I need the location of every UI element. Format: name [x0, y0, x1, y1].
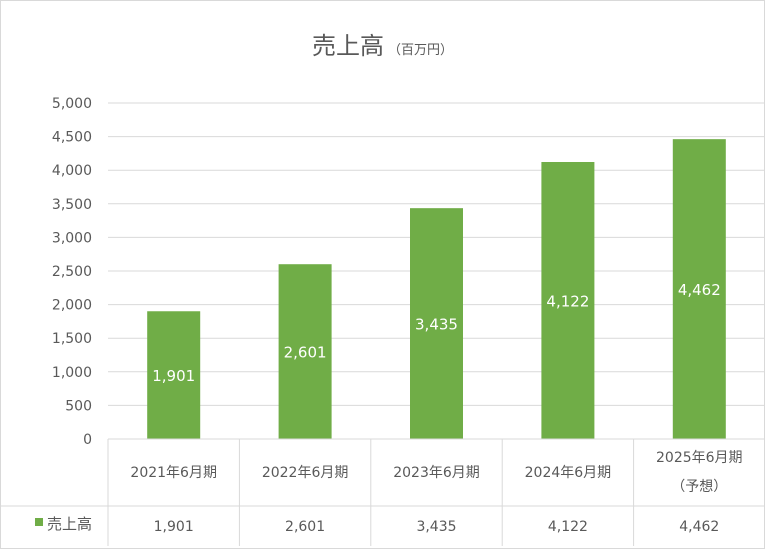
table-value: 3,435	[416, 519, 456, 535]
y-axis: 0 500 1,000 1,500 2,000 2,500 3,000 3,500 4,000 4…	[52, 96, 92, 448]
bar	[672, 139, 726, 439]
bar	[147, 311, 201, 439]
data-table: 2021年6月期 1,901 2022年6月期 2,601 2023年6月期 3,435 2…	[0, 438, 765, 546]
table-value: 4,122	[548, 519, 588, 535]
y-tick-label: 1,500	[52, 331, 92, 347]
category-label: 2021年6月期	[130, 465, 217, 481]
bar	[410, 208, 463, 439]
y-tick-label: 4,000	[52, 163, 92, 179]
y-tick-label: 2,000	[52, 298, 92, 314]
y-tick-label: 3,500	[52, 197, 92, 213]
data-label: 4,122	[546, 293, 589, 311]
y-tick-label: 1,000	[52, 365, 92, 381]
data-label: 4,462	[678, 281, 721, 299]
y-tick-label: 4,500	[52, 130, 92, 146]
bar	[278, 264, 332, 439]
y-tick-label: 500	[65, 398, 92, 414]
data-label: 1,901	[152, 367, 195, 385]
y-tick-label: 5,000	[52, 96, 92, 112]
data-label: 3,435	[415, 316, 458, 334]
bar	[541, 162, 595, 440]
data-label: 2,601	[284, 344, 327, 362]
category-label: 2023年6月期	[393, 465, 480, 481]
category-label: 2024年6月期	[525, 465, 612, 481]
chart-title-unit: （百万円）	[387, 43, 453, 58]
y-tick-label: 0	[83, 432, 92, 448]
legend-label: 売上高	[47, 515, 92, 533]
bars: 1,901 2,601 3,435 4,122 4,462	[147, 139, 726, 440]
y-tick-label: 3,000	[52, 230, 92, 246]
table-value: 4,462	[679, 519, 719, 535]
category-note: （予想）	[671, 479, 727, 495]
y-tick-label: 2,500	[52, 264, 92, 280]
category-label: 2025年6月期	[656, 450, 743, 466]
table-value: 2,601	[285, 519, 325, 535]
chart-title: 売上高 （百万円）	[0, 26, 765, 61]
chart-title-text: 売上高	[311, 32, 384, 60]
category-label: 2022年6月期	[262, 465, 349, 481]
legend-swatch	[35, 518, 43, 526]
table-value: 1,901	[154, 519, 194, 535]
